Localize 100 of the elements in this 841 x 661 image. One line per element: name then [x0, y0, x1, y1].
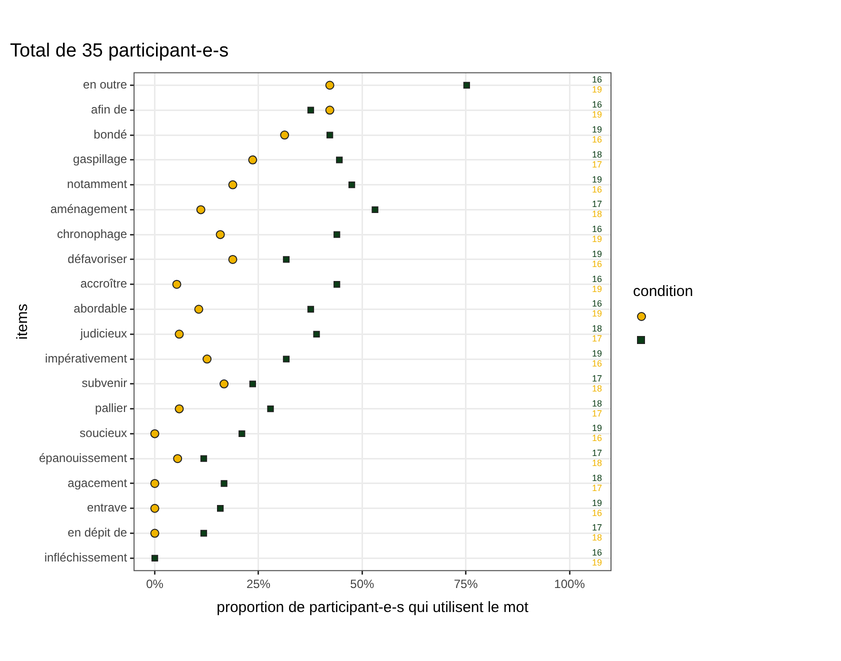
point: [216, 505, 224, 512]
annotation: 19: [592, 423, 602, 434]
x-tick-label: 75%: [454, 577, 478, 592]
point: [282, 256, 290, 263]
y-tick-label: chronophage: [57, 226, 128, 241]
point: [463, 82, 470, 89]
point: [372, 206, 378, 214]
annotation: 19: [592, 174, 602, 184]
point: [282, 356, 290, 362]
point: [150, 429, 160, 438]
y-tick-label: bondé: [94, 127, 128, 142]
annotation: 17: [592, 408, 602, 418]
annotation: 18: [592, 398, 602, 408]
y-tick-label: notamment: [67, 177, 128, 192]
x-tick-label: 0%: [146, 577, 164, 592]
annotation: 16: [592, 258, 602, 269]
annotation: 18: [592, 149, 602, 160]
point: [202, 354, 212, 364]
point: [238, 430, 246, 438]
annotation: 16: [592, 548, 602, 558]
annotation: 17: [592, 334, 602, 344]
y-tick-label: judicieux: [79, 326, 128, 340]
annotation: 16: [592, 298, 602, 309]
x-tick-label: 50%: [350, 577, 374, 592]
point: [326, 132, 334, 138]
y-tick-label: pallier: [95, 401, 128, 416]
annotation: 19: [592, 248, 602, 259]
point: [348, 181, 356, 188]
point: [280, 130, 290, 140]
point: [228, 254, 238, 264]
annotation: 16: [592, 433, 602, 444]
point: [150, 528, 160, 538]
annotation: 17: [592, 159, 602, 170]
annotation: 16: [592, 100, 602, 110]
annotation: 17: [592, 199, 602, 210]
y-tick-label: gaspillage: [73, 152, 128, 166]
y-tick-label: épanouissement: [39, 450, 128, 465]
point: [307, 106, 314, 114]
y-tick-label: entrave: [87, 500, 128, 515]
y-tick-label: aménagement: [50, 202, 128, 216]
point: [307, 306, 314, 313]
annotation: 17: [592, 482, 602, 493]
annotation: 16: [592, 224, 602, 234]
annotation: 19: [592, 124, 602, 135]
point: [220, 379, 229, 388]
point: [173, 454, 182, 464]
annotation: 16: [592, 508, 602, 518]
point: [194, 304, 204, 314]
annotation: 16: [592, 184, 602, 194]
point: [325, 106, 334, 115]
annotation: 18: [592, 472, 602, 483]
annotation: 17: [592, 373, 602, 384]
annotation: 16: [592, 274, 602, 284]
annotation: 18: [592, 383, 602, 394]
x-tick-label: 100%: [554, 577, 586, 592]
y-tick-label: impérativement: [45, 351, 128, 366]
annotation: 18: [592, 458, 602, 468]
annotation: 19: [592, 284, 602, 294]
y-tick-label: infléchissement: [44, 550, 128, 564]
annotation: 16: [592, 74, 602, 85]
y-tick-label: en dépit de: [68, 526, 128, 540]
point: [325, 80, 334, 90]
point: [313, 330, 320, 338]
y-tick-label: accroître: [80, 276, 128, 291]
annotation: 19: [592, 84, 602, 95]
point: [174, 330, 184, 339]
y-tick-label: en outre: [83, 78, 128, 92]
point: [200, 455, 208, 462]
y-tick-label: agacement: [68, 476, 128, 490]
annotation: 19: [592, 110, 602, 120]
annotation: 17: [592, 522, 602, 533]
y-tick-label: afin de: [91, 102, 128, 116]
y-axis-title: items: [14, 304, 32, 340]
point: [216, 230, 225, 240]
annotation: 19: [592, 558, 602, 568]
y-tick-label: subvenir: [82, 376, 128, 390]
annotation: 18: [592, 324, 602, 334]
point: [196, 205, 206, 214]
annotation: 19: [592, 348, 602, 359]
point: [220, 480, 228, 487]
point: [334, 231, 340, 238]
y-tick-label: abordable: [74, 302, 128, 316]
point: [150, 478, 160, 488]
annotation: 19: [592, 234, 602, 244]
annotation: 16: [592, 134, 602, 145]
point: [334, 281, 340, 288]
annotation: 19: [592, 308, 602, 319]
annotation: 19: [592, 498, 602, 508]
annotation: 18: [592, 532, 602, 543]
point: [172, 280, 182, 289]
point: [150, 504, 160, 513]
x-axis-title: proportion de participant-e-s qui utilisent le mot: [216, 599, 530, 616]
point: [249, 380, 256, 388]
point: [200, 530, 208, 537]
point: [228, 180, 238, 190]
annotation: 18: [592, 209, 602, 220]
legend-title: condition: [633, 282, 694, 300]
point: [267, 405, 274, 412]
annotation: 16: [592, 358, 602, 369]
point: [174, 404, 184, 414]
